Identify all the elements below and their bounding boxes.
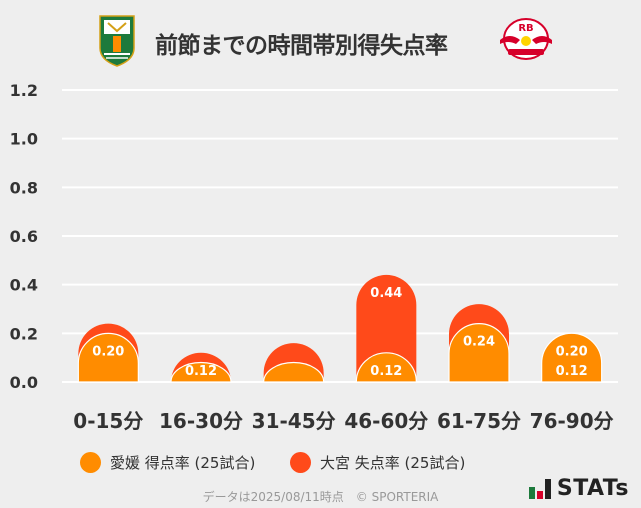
data-label-omiya: 0.44 — [370, 286, 402, 301]
legend-label-ehime: 愛媛 得点率 (25試合) — [110, 453, 256, 472]
data-label-ehime: 0.20 — [556, 344, 588, 359]
x-tick-label: 0-15分 — [73, 409, 143, 433]
y-tick-label: 1.0 — [10, 130, 38, 149]
legend-item-omiya: 大宮 失点率 (25試合) — [290, 450, 465, 474]
y-tick-label: 0.8 — [10, 178, 38, 197]
bar-ehime-score — [77, 332, 139, 383]
ehime-emblem-icon — [99, 15, 135, 67]
bar-ehime-score — [170, 361, 232, 383]
stats-brand: STATs — [556, 476, 629, 501]
x-tick-label: 16-30分 — [159, 409, 243, 433]
y-tick-label: 0.4 — [10, 276, 38, 295]
bar-ehime-score — [263, 361, 325, 383]
svg-text:RB: RB — [518, 23, 533, 34]
data-label-ehime: 0.12 — [370, 364, 402, 379]
footer-credit: データは2025/08/11時点 © SPORTERIA — [202, 490, 439, 504]
x-tick-label: 76-90分 — [530, 409, 614, 433]
legend-swatch-ehime — [80, 451, 101, 473]
x-tick-label: 61-75分 — [437, 409, 521, 433]
y-tick-label: 0.6 — [10, 227, 38, 246]
rb-omiya-emblem-icon: RB — [500, 18, 552, 60]
bar-ehime-score — [541, 332, 603, 383]
data-label-ehime: 0.24 — [463, 335, 495, 350]
y-tick-label: 1.2 — [10, 81, 38, 100]
stats-logo: STATs — [528, 476, 629, 501]
x-tick-label: 46-60分 — [344, 409, 428, 433]
data-label-omiya: 0.12 — [556, 364, 588, 379]
y-tick-label: 0.0 — [10, 373, 38, 392]
legend-item-ehime: 愛媛 得点率 (25試合) — [80, 450, 255, 474]
bar-ehime-score — [448, 323, 510, 383]
bar-ehime-score — [355, 352, 417, 383]
stats-bars-icon — [528, 478, 551, 499]
x-tick-label: 31-45分 — [252, 409, 336, 433]
data-label-omiya: 0.12 — [185, 364, 217, 379]
legend-swatch-omiya — [290, 451, 311, 473]
legend-label-omiya: 大宮 失点率 (25試合) — [320, 453, 466, 472]
y-tick-label: 0.2 — [10, 324, 38, 343]
time-band-bar-chart: 1.2 1.0 0.8 0.6 0.4 0.2 0.0 0.20 0-15分 0.12 16-30分… — [10, 81, 618, 433]
chart-title: 前節までの時間帯別得失点率 — [155, 33, 448, 59]
bar-omiya-concede — [356, 274, 417, 382]
data-label-ehime: 0.20 — [92, 344, 124, 359]
